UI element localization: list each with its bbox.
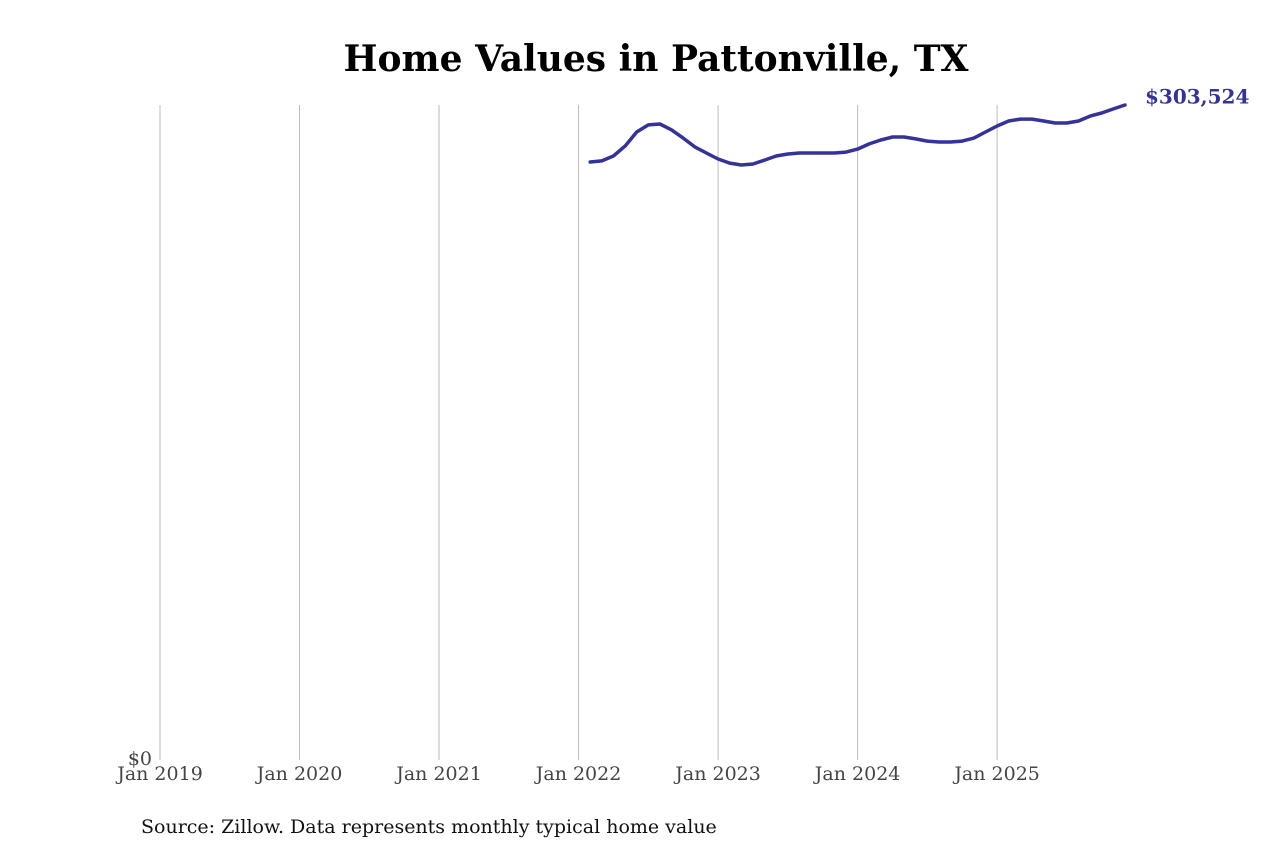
x-tick-label: Jan 2021 <box>394 763 482 785</box>
x-tick-label: Jan 2023 <box>673 763 761 785</box>
chart-title: Home Values in Pattonville, TX <box>344 38 969 80</box>
value-label: $303,524 <box>1145 85 1249 109</box>
y-tick-label: $0 <box>128 748 152 770</box>
x-tick-label: Jan 2025 <box>952 763 1040 785</box>
x-tick-label: Jan 2022 <box>534 763 622 785</box>
x-tick-label: Jan 2024 <box>813 763 901 785</box>
line <box>588 103 1127 167</box>
x-tick-label: Jan 2020 <box>255 763 343 785</box>
x-tick-label: Jan 2019 <box>115 763 203 785</box>
source-note: Source: Zillow. Data represents monthly … <box>141 816 717 838</box>
